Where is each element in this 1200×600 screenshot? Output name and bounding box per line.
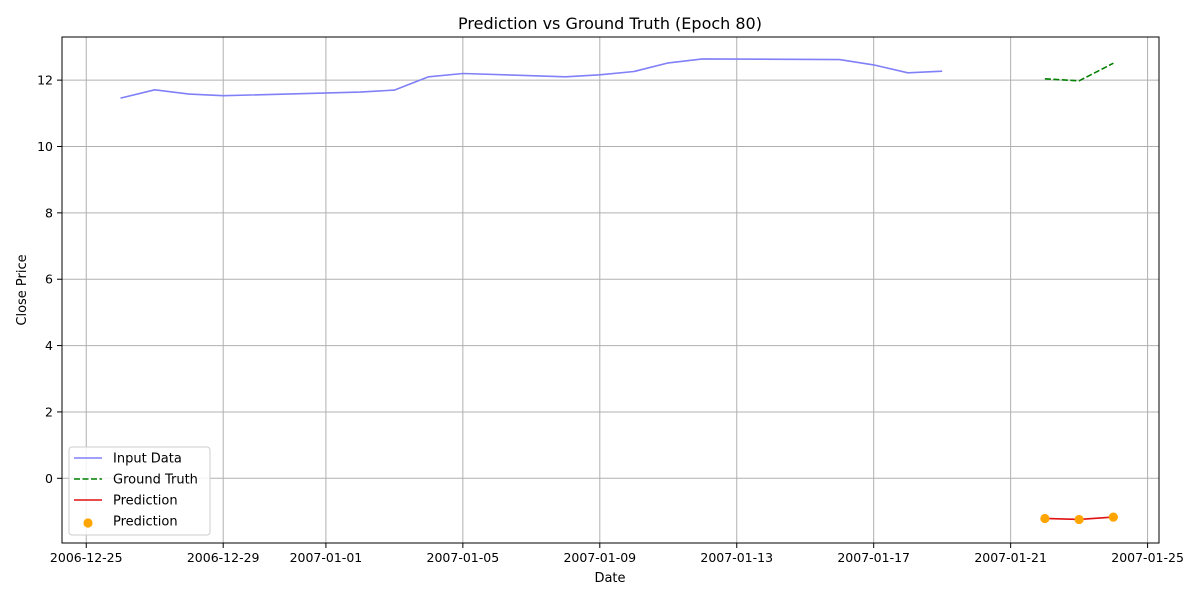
y-tick-label: 10	[37, 139, 53, 154]
y-tick-label: 8	[45, 205, 53, 220]
y-axis-label: Close Price	[15, 254, 30, 325]
x-tick-label: 2006-12-25	[50, 550, 123, 565]
x-tick-label: 2007-01-17	[837, 550, 910, 565]
x-tick-label: 2007-01-25	[1111, 550, 1184, 565]
axis-ticks: 2006-12-25 2006-12-29 2007-01-01 2007-01-05…	[37, 73, 1184, 565]
series-line-ground-truth	[1044, 62, 1114, 82]
x-axis-label: Date	[594, 571, 625, 586]
x-tick-label: 2007-01-05	[427, 550, 500, 565]
legend-label: Ground Truth	[113, 473, 198, 488]
x-tick-label: 2006-12-29	[187, 550, 260, 565]
y-tick-label: 12	[37, 73, 53, 88]
y-tick-label: 0	[45, 471, 53, 486]
legend-label: Input Data	[113, 452, 182, 467]
scatter-point	[1040, 513, 1050, 524]
x-tick-label: 2007-01-01	[290, 550, 363, 565]
series-line-input-data	[120, 58, 943, 99]
y-tick-label: 2	[45, 404, 53, 419]
x-tick-label: 2007-01-13	[700, 550, 773, 565]
y-tick-label: 4	[45, 338, 53, 353]
y-tick-label: 6	[45, 272, 53, 287]
legend-label: Prediction	[113, 515, 178, 530]
legend-box	[68, 446, 211, 536]
chart-title: Prediction vs Ground Truth (Epoch 80)	[458, 14, 762, 33]
plot-frame	[61, 36, 1160, 544]
x-tick-label: 2007-01-09	[563, 550, 636, 565]
scatter-point	[1074, 514, 1084, 525]
x-tick-label: 2007-01-21	[974, 550, 1047, 565]
legend: Input Data Ground Truth Prediction Predicti…	[68, 446, 211, 536]
scatter-point	[1108, 512, 1118, 522]
legend-marker-swatch	[83, 518, 93, 528]
plot-area	[120, 58, 1118, 525]
grid	[62, 37, 1159, 543]
legend-label: Prediction	[113, 494, 178, 509]
